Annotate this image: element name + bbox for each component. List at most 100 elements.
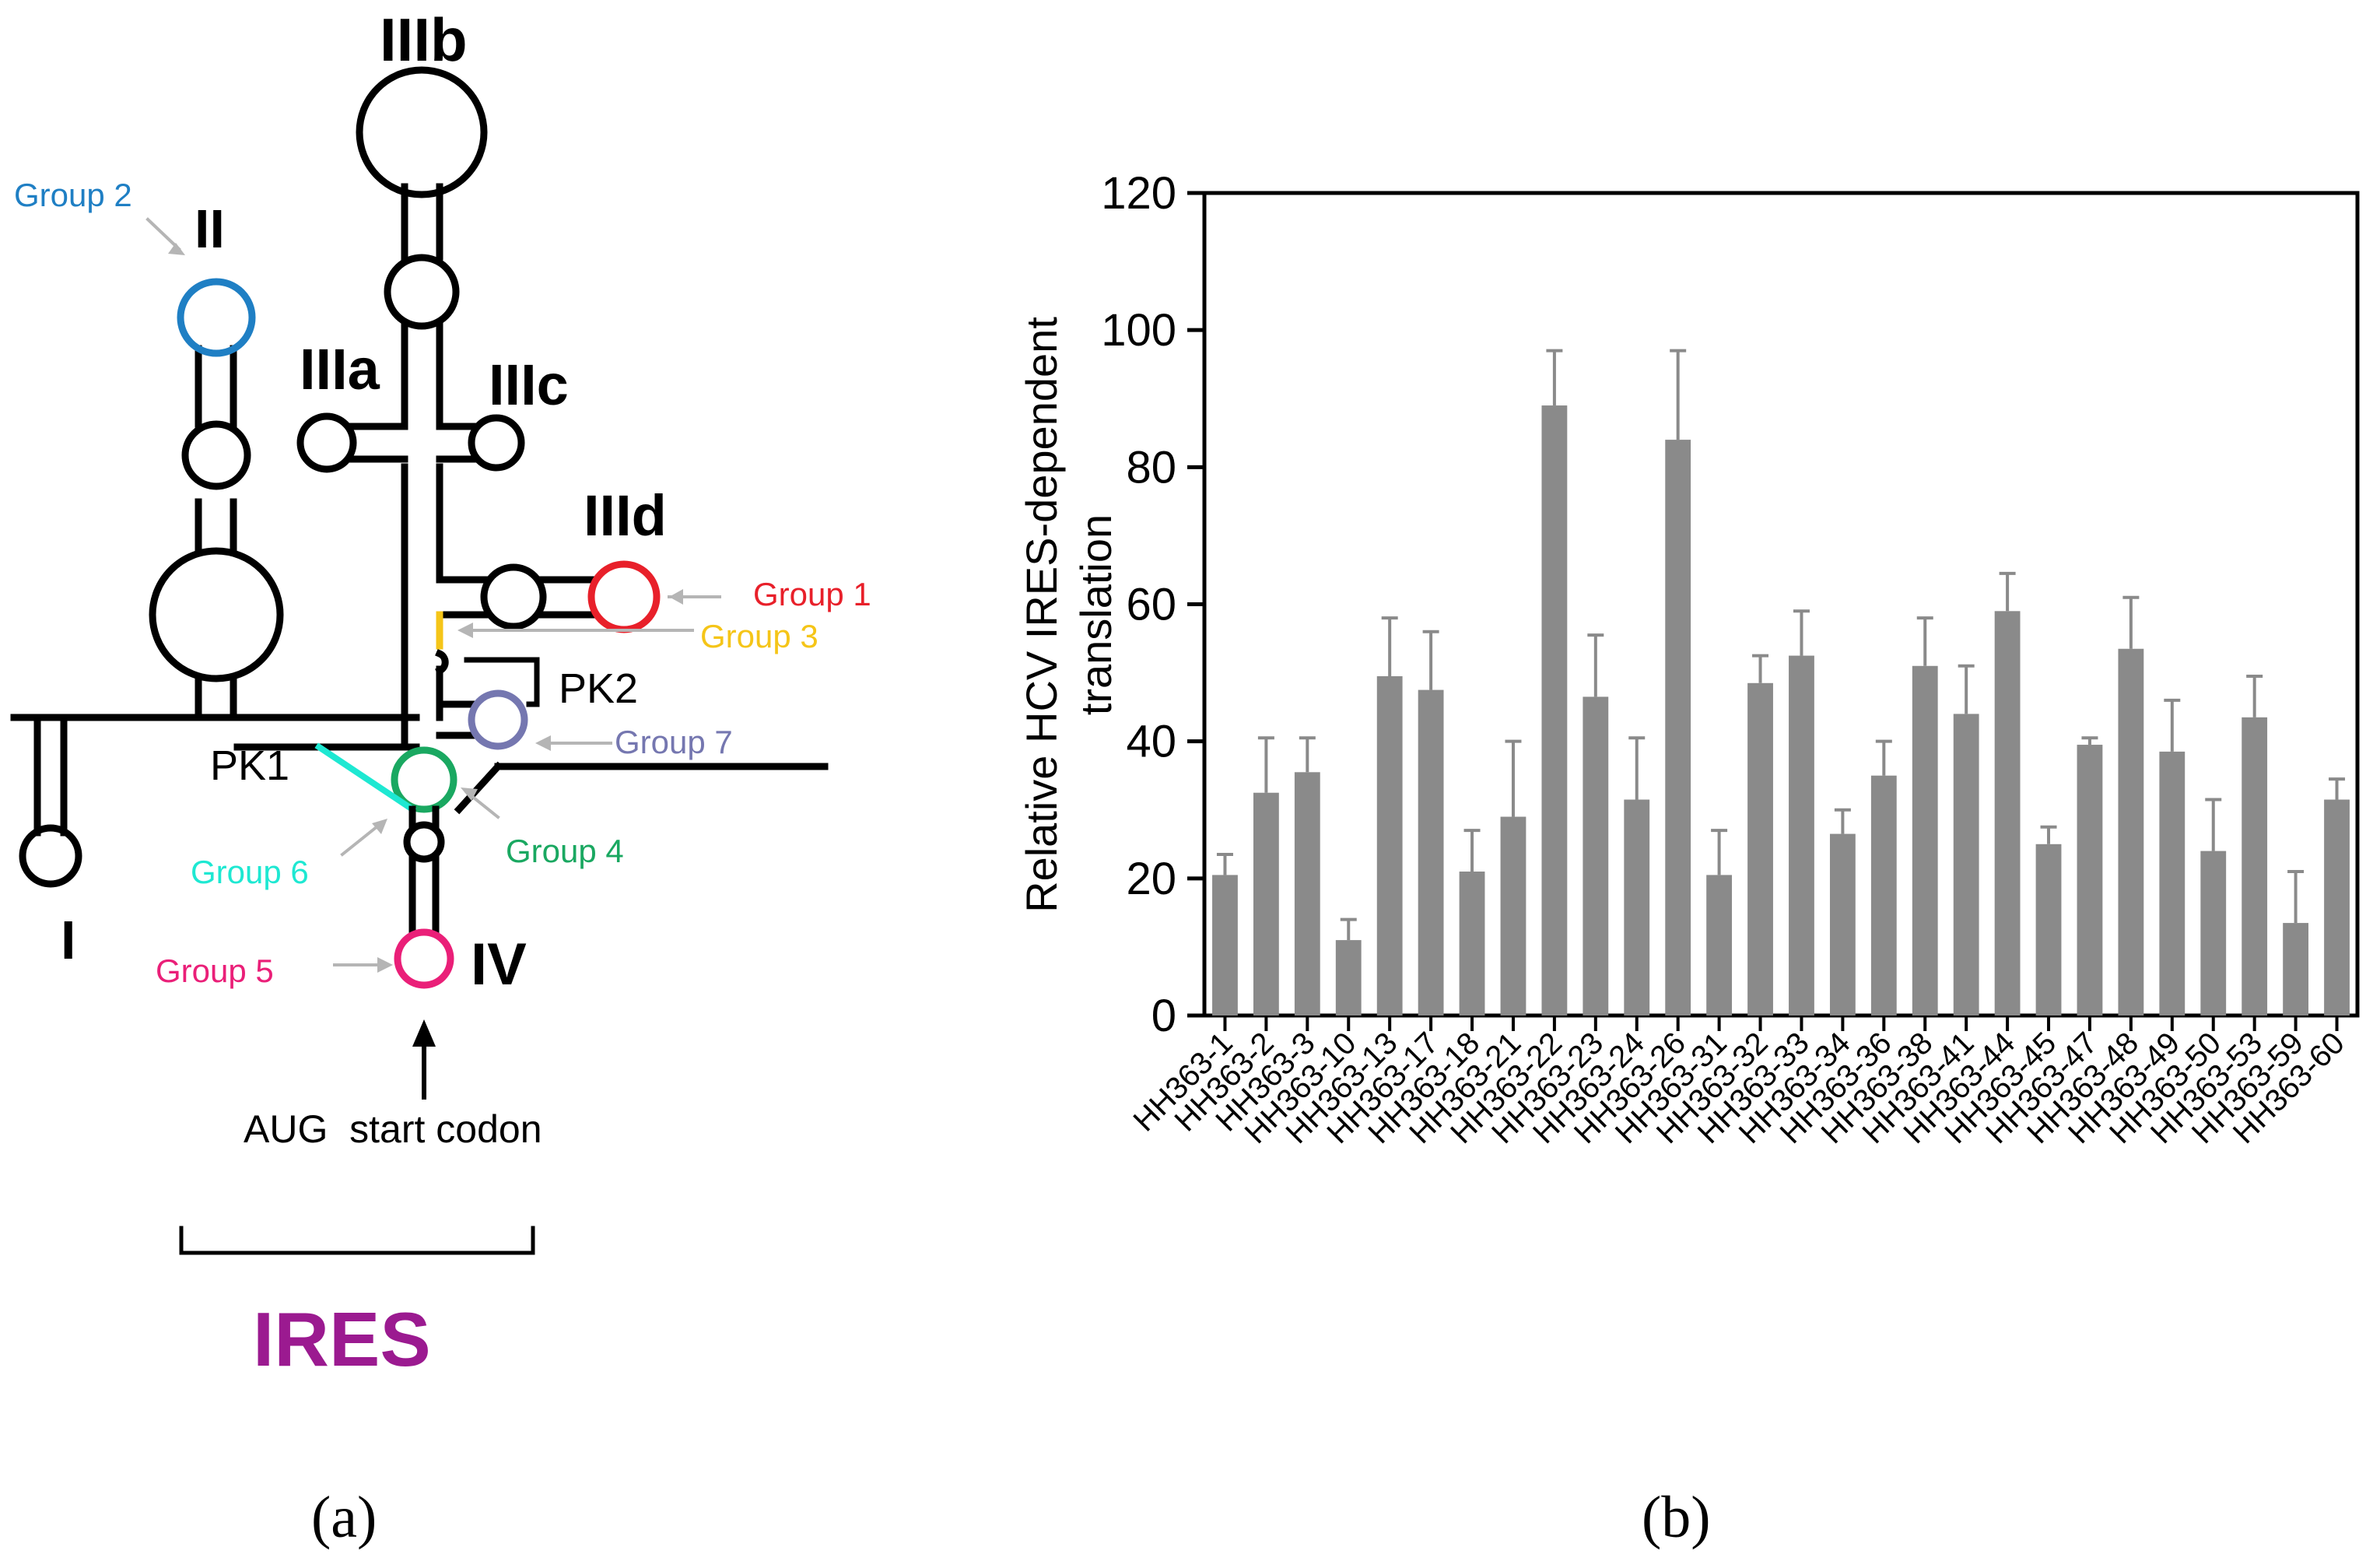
bar [1459, 872, 1485, 1016]
domain-iv-bulge [403, 821, 445, 863]
domain-iiid-apical-loop [587, 560, 661, 633]
domain-iv-apical-loop [394, 928, 454, 989]
label-group-7: Group 7 [615, 724, 733, 760]
bar [1583, 696, 1609, 1016]
bar [1212, 875, 1238, 1016]
bar [1294, 772, 1320, 1016]
bar [1747, 682, 1773, 1016]
domain-ii-bulge-small [181, 420, 251, 490]
y-tick-label: 20 [1126, 854, 1176, 904]
chart-bars [1212, 405, 2350, 1016]
bar [1829, 833, 1856, 1016]
bar [1624, 799, 1650, 1016]
bar [2077, 745, 2103, 1016]
label-pk2: PK2 [559, 665, 638, 712]
ires-label: IRES [253, 1296, 431, 1382]
domain-iii-stem-upper [401, 319, 443, 424]
label-iiic: IIIc [489, 353, 569, 417]
label-iv: IV [471, 931, 527, 998]
domain-iv-stem [408, 855, 440, 938]
domain-iiie-notch [435, 649, 449, 704]
y-axis-label-line-2: translation [1071, 514, 1120, 715]
bar [1789, 655, 1814, 1016]
domain-ii-bulge-large [149, 547, 284, 682]
bar [2324, 799, 2350, 1016]
bar [1994, 611, 2021, 1016]
y-tick-label: 100 [1101, 305, 1176, 356]
pk2-bracket [464, 657, 540, 707]
start-codon-arrow-head [412, 1019, 436, 1047]
domain-iiic-stem [436, 423, 478, 463]
domain-ii-stem [195, 673, 237, 721]
label-iiia: IIIa [300, 337, 380, 402]
domain-iiid-stem [436, 576, 490, 619]
bar [2159, 751, 2185, 1016]
y-tick-label: 60 [1126, 580, 1176, 630]
label-iiid: IIId [584, 483, 667, 548]
label-ii: II [195, 198, 225, 259]
label-group-6: Group 6 [191, 854, 309, 890]
ires-bracket [179, 1226, 535, 1255]
domain-i-stem [33, 714, 68, 837]
chart-x-ticks: HH363-1HH363-2HH363-3HH363-10HH363-13HH3… [1127, 1016, 2351, 1150]
y-axis-label-line-1: Relative HCV IRES-dependent [1017, 317, 1066, 913]
domain-ii-apical-loop [177, 278, 256, 357]
panel-b-label: (b) [1642, 1485, 1711, 1550]
y-tick-label: 0 [1151, 991, 1176, 1041]
panel-a-label: (a) [311, 1485, 377, 1550]
y-tick-label: 40 [1126, 717, 1176, 767]
bar-chart: 0 20 40 60 80 100 120 HH363-1HH363-2HH363-3HH3… [1017, 168, 2360, 1550]
y-tick-label: 120 [1101, 168, 1176, 219]
domain-iiif-loop [468, 689, 528, 750]
group-6-segment [314, 742, 417, 814]
y-tick-label: 80 [1126, 442, 1176, 493]
label-group-1: Group 1 [753, 576, 871, 612]
bar [2242, 717, 2268, 1016]
label-group-3: Group 3 [700, 618, 818, 654]
label-pk1: PK1 [210, 742, 289, 789]
backbone-mid [33, 714, 68, 817]
pointer-arrows [145, 217, 721, 973]
bar [1541, 405, 1568, 1016]
start-codon-label: AUG start codon [244, 1107, 542, 1151]
bar [1953, 714, 1979, 1016]
label-iiib: IIIb [380, 5, 468, 74]
domain-iiif-stem [436, 700, 478, 739]
chart-y-ticks: 0 20 40 60 80 100 120 [1101, 168, 1204, 1041]
domain-iiic-loop [468, 414, 525, 472]
bar [1870, 775, 1897, 1016]
label-i: I [61, 910, 75, 970]
pk1-loop [391, 746, 457, 813]
bar [1500, 816, 1526, 1016]
domain-iiid-stem-outer [537, 576, 595, 619]
label-group-5: Group 5 [156, 952, 274, 989]
bar [1376, 675, 1403, 1016]
bar [2118, 648, 2144, 1016]
domain-iiib-stem [401, 183, 443, 261]
domain-iv-stem-upper [408, 805, 440, 829]
ires-structure-diagram [10, 66, 829, 1255]
backbone-right-diag [454, 761, 503, 815]
bar [1418, 689, 1444, 1016]
diagram-labels: IIIb II IIIa IIIc IIId I IV PK1 PK2 Grou… [14, 5, 871, 1550]
bar [2035, 844, 2062, 1016]
domain-ii-stem-top [195, 345, 237, 428]
label-group-2: Group 2 [14, 177, 132, 213]
bar [1706, 875, 1733, 1016]
chart-error-bars [1216, 349, 2346, 941]
domain-iiia-loop [296, 412, 357, 473]
domain-iiia-stem [346, 423, 408, 463]
domain-iii-bulge [384, 254, 460, 330]
bar [1912, 665, 1938, 1016]
label-group-4: Group 4 [506, 833, 624, 869]
domain-iiid-bulge [480, 563, 547, 630]
bar [1253, 792, 1279, 1016]
domain-iiib-loop [356, 66, 488, 198]
bar [1665, 440, 1691, 1016]
bar [2283, 923, 2309, 1016]
domain-ii-stem-mid [195, 498, 237, 556]
bar [2200, 851, 2227, 1016]
domain-i-loop [19, 824, 82, 888]
bar [1335, 940, 1362, 1016]
